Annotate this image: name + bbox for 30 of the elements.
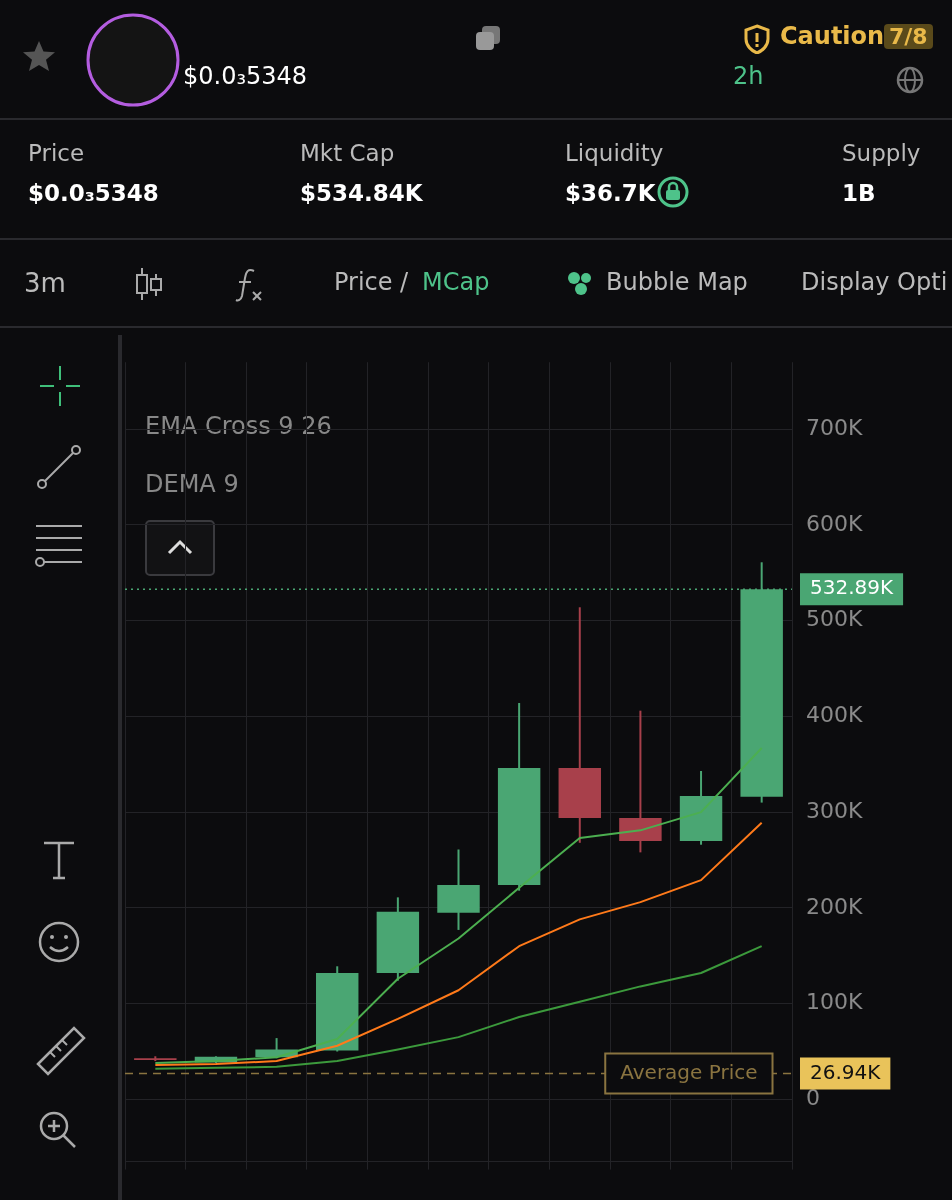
y-tick-label: 300K <box>806 797 863 823</box>
text: 1B <box>842 180 876 206</box>
text: 7/8 <box>884 24 933 49</box>
text: / <box>400 268 409 296</box>
text: Caution <box>780 22 885 50</box>
y-tick-label: 400K <box>806 702 863 728</box>
y-tick-label: 200K <box>806 893 863 919</box>
text: 26.94K <box>810 1059 882 1084</box>
y-tick-label: 0 <box>806 1085 820 1111</box>
text: Bubble Map <box>606 268 748 296</box>
y-tick-label: 100K <box>806 989 863 1015</box>
text: Price <box>334 268 393 296</box>
text: Liquidity <box>565 140 664 166</box>
y-tick-label: 700K <box>806 414 863 440</box>
text: 3m <box>24 268 66 298</box>
text: $0.0₃5348 <box>28 180 159 206</box>
text: Supply <box>842 140 921 166</box>
text: MCap <box>422 268 490 296</box>
ref-line-label: 532.89K <box>810 575 894 600</box>
text: Display Opti <box>801 268 948 296</box>
text: $36.7K <box>565 180 656 206</box>
text: 2h <box>733 62 764 90</box>
text: $0.0₃5348 <box>183 62 308 90</box>
text: Price <box>28 140 85 166</box>
y-tick-label: 500K <box>806 606 863 632</box>
ref-line-label: Average Price <box>620 1059 758 1084</box>
annotation: DEMA 9 <box>145 470 239 498</box>
y-tick-label: 600K <box>806 510 863 536</box>
text: Mkt Cap <box>300 140 395 166</box>
text: $534.84K <box>300 180 423 206</box>
